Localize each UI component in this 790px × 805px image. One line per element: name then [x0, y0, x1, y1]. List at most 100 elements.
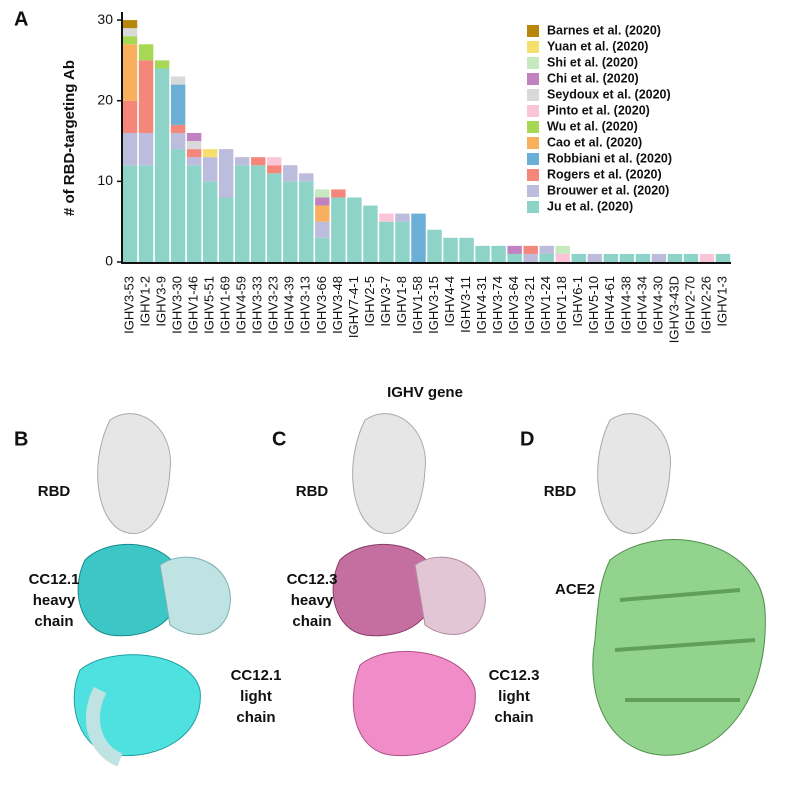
legend-label: Wu et al. (2020) — [547, 119, 638, 133]
bar-segment — [122, 132, 138, 166]
x-tick-label: IGHV1-58 — [410, 276, 425, 334]
bar-segment — [443, 237, 458, 262]
legend-label: Cao et al. (2020) — [547, 135, 642, 149]
bar-segment — [138, 132, 154, 166]
legend-swatch — [527, 201, 539, 213]
bar-segment — [379, 213, 394, 222]
structure-label: chain — [236, 709, 275, 726]
bar-segment — [427, 229, 442, 262]
x-tick-label: IGHV3-66 — [314, 276, 329, 334]
x-tick-label: IGHV4-31 — [474, 276, 489, 334]
x-tick-label: IGHV4-39 — [282, 276, 297, 334]
legend-swatch — [527, 41, 539, 53]
bar-segment — [122, 165, 138, 262]
x-tick-label: IGHV1-46 — [186, 276, 201, 334]
bar-segment — [603, 253, 619, 262]
x-tick-label: IGHV3-9 — [154, 276, 169, 327]
bar-segment — [571, 253, 586, 262]
x-tick-label: IGHV3-23 — [266, 276, 281, 334]
structure-label: chain — [494, 709, 533, 726]
bar-segment — [507, 245, 522, 254]
x-tick-label: IGHV2-26 — [698, 276, 713, 334]
bar-segment — [395, 221, 410, 262]
bar-segment — [347, 197, 362, 262]
x-tick-label: IGHV7-4-1 — [346, 276, 361, 338]
bar-segment — [651, 253, 667, 262]
x-tick-label: IGHV3-53 — [121, 276, 136, 334]
legend-label: Rogers et al. (2020) — [547, 167, 662, 181]
bar-segment — [555, 245, 570, 254]
bar-segment — [315, 197, 330, 206]
y-tick-label: 20 — [97, 91, 113, 107]
x-tick-label: IGHV3-43D — [666, 276, 681, 343]
structure-label: light — [498, 688, 530, 705]
bar-segment — [170, 132, 186, 150]
bar-segment — [491, 245, 506, 262]
bar-segment — [587, 253, 602, 262]
x-tick-label: IGHV1-24 — [538, 276, 553, 334]
legend-swatch — [527, 57, 539, 69]
bar-segment — [186, 141, 202, 150]
bar-segment — [170, 84, 186, 125]
bar-segment — [299, 173, 314, 182]
x-tick-label: IGHV3-48 — [330, 276, 345, 334]
legend-label: Pinto et al. (2020) — [547, 103, 650, 117]
x-tick-label: IGHV4-30 — [650, 276, 665, 334]
bar-segment — [202, 157, 218, 182]
x-tick-label: IGHV4-4 — [442, 276, 457, 327]
x-tick-label: IGHV3-21 — [522, 276, 537, 334]
bar-segment — [234, 157, 250, 166]
x-tick-label: IGHV4-38 — [618, 276, 633, 334]
bar-segment — [122, 100, 138, 133]
y-tick-label: 0 — [105, 253, 113, 269]
bar-segment — [283, 181, 298, 262]
legend-label: Chi et al. (2020) — [547, 71, 639, 85]
bar-segment — [699, 253, 715, 262]
x-tick-label: IGHV3-11 — [458, 276, 473, 333]
bar-segment — [267, 173, 282, 262]
x-tick-label: IGHV1-18 — [554, 276, 569, 334]
bar-segment — [555, 253, 570, 262]
x-tick-label: IGHV1-3 — [714, 276, 729, 327]
y-axis-title: # of RBD-targeting Ab — [61, 60, 78, 216]
legend-swatch — [527, 105, 539, 117]
legend-swatch — [527, 137, 539, 149]
structure-label: heavy — [33, 592, 76, 609]
x-tick-label: IGHV1-2 — [137, 276, 152, 327]
legend-swatch — [527, 169, 539, 181]
bar-segment — [251, 165, 266, 262]
bar-segment — [186, 149, 202, 158]
x-tick-label: IGHV1-8 — [394, 276, 409, 327]
legend-label: Ju et al. (2020) — [547, 199, 633, 213]
bar-segment — [267, 165, 282, 174]
bar-segment — [331, 189, 346, 198]
bar-segment — [635, 253, 651, 262]
bar-segment — [170, 149, 186, 262]
bar-segment — [138, 44, 154, 61]
bar-segment — [154, 60, 170, 69]
bar-segment — [202, 149, 218, 158]
structure-label: RBD — [544, 483, 577, 500]
structure-label: RBD — [38, 483, 71, 500]
bar-segment — [122, 44, 138, 101]
bar-segment — [667, 253, 683, 262]
legend-label: Robbiani et al. (2020) — [547, 151, 672, 165]
panel-letter: D — [520, 428, 534, 450]
legend-label: Seydoux et al. (2020) — [547, 87, 671, 101]
structure-label: CC12.3 — [287, 571, 338, 588]
bar-segment — [138, 60, 154, 133]
x-tick-label: IGHV3-33 — [250, 276, 265, 334]
x-tick-label: IGHV2-70 — [682, 276, 697, 334]
bar-segment — [539, 253, 554, 262]
legend-swatch — [527, 73, 539, 85]
structure-label: light — [240, 688, 272, 705]
x-tick-label: IGHV3-74 — [490, 276, 505, 334]
bar-segment — [507, 253, 522, 262]
x-axis-title: IGHV gene — [387, 384, 463, 401]
x-tick-label: IGHV3-64 — [506, 276, 521, 334]
bar-segment — [395, 213, 410, 222]
x-tick-label: IGHV5-51 — [202, 276, 217, 334]
x-tick-label: IGHV4-61 — [602, 276, 617, 334]
x-tick-label: IGHV3-30 — [170, 276, 185, 334]
